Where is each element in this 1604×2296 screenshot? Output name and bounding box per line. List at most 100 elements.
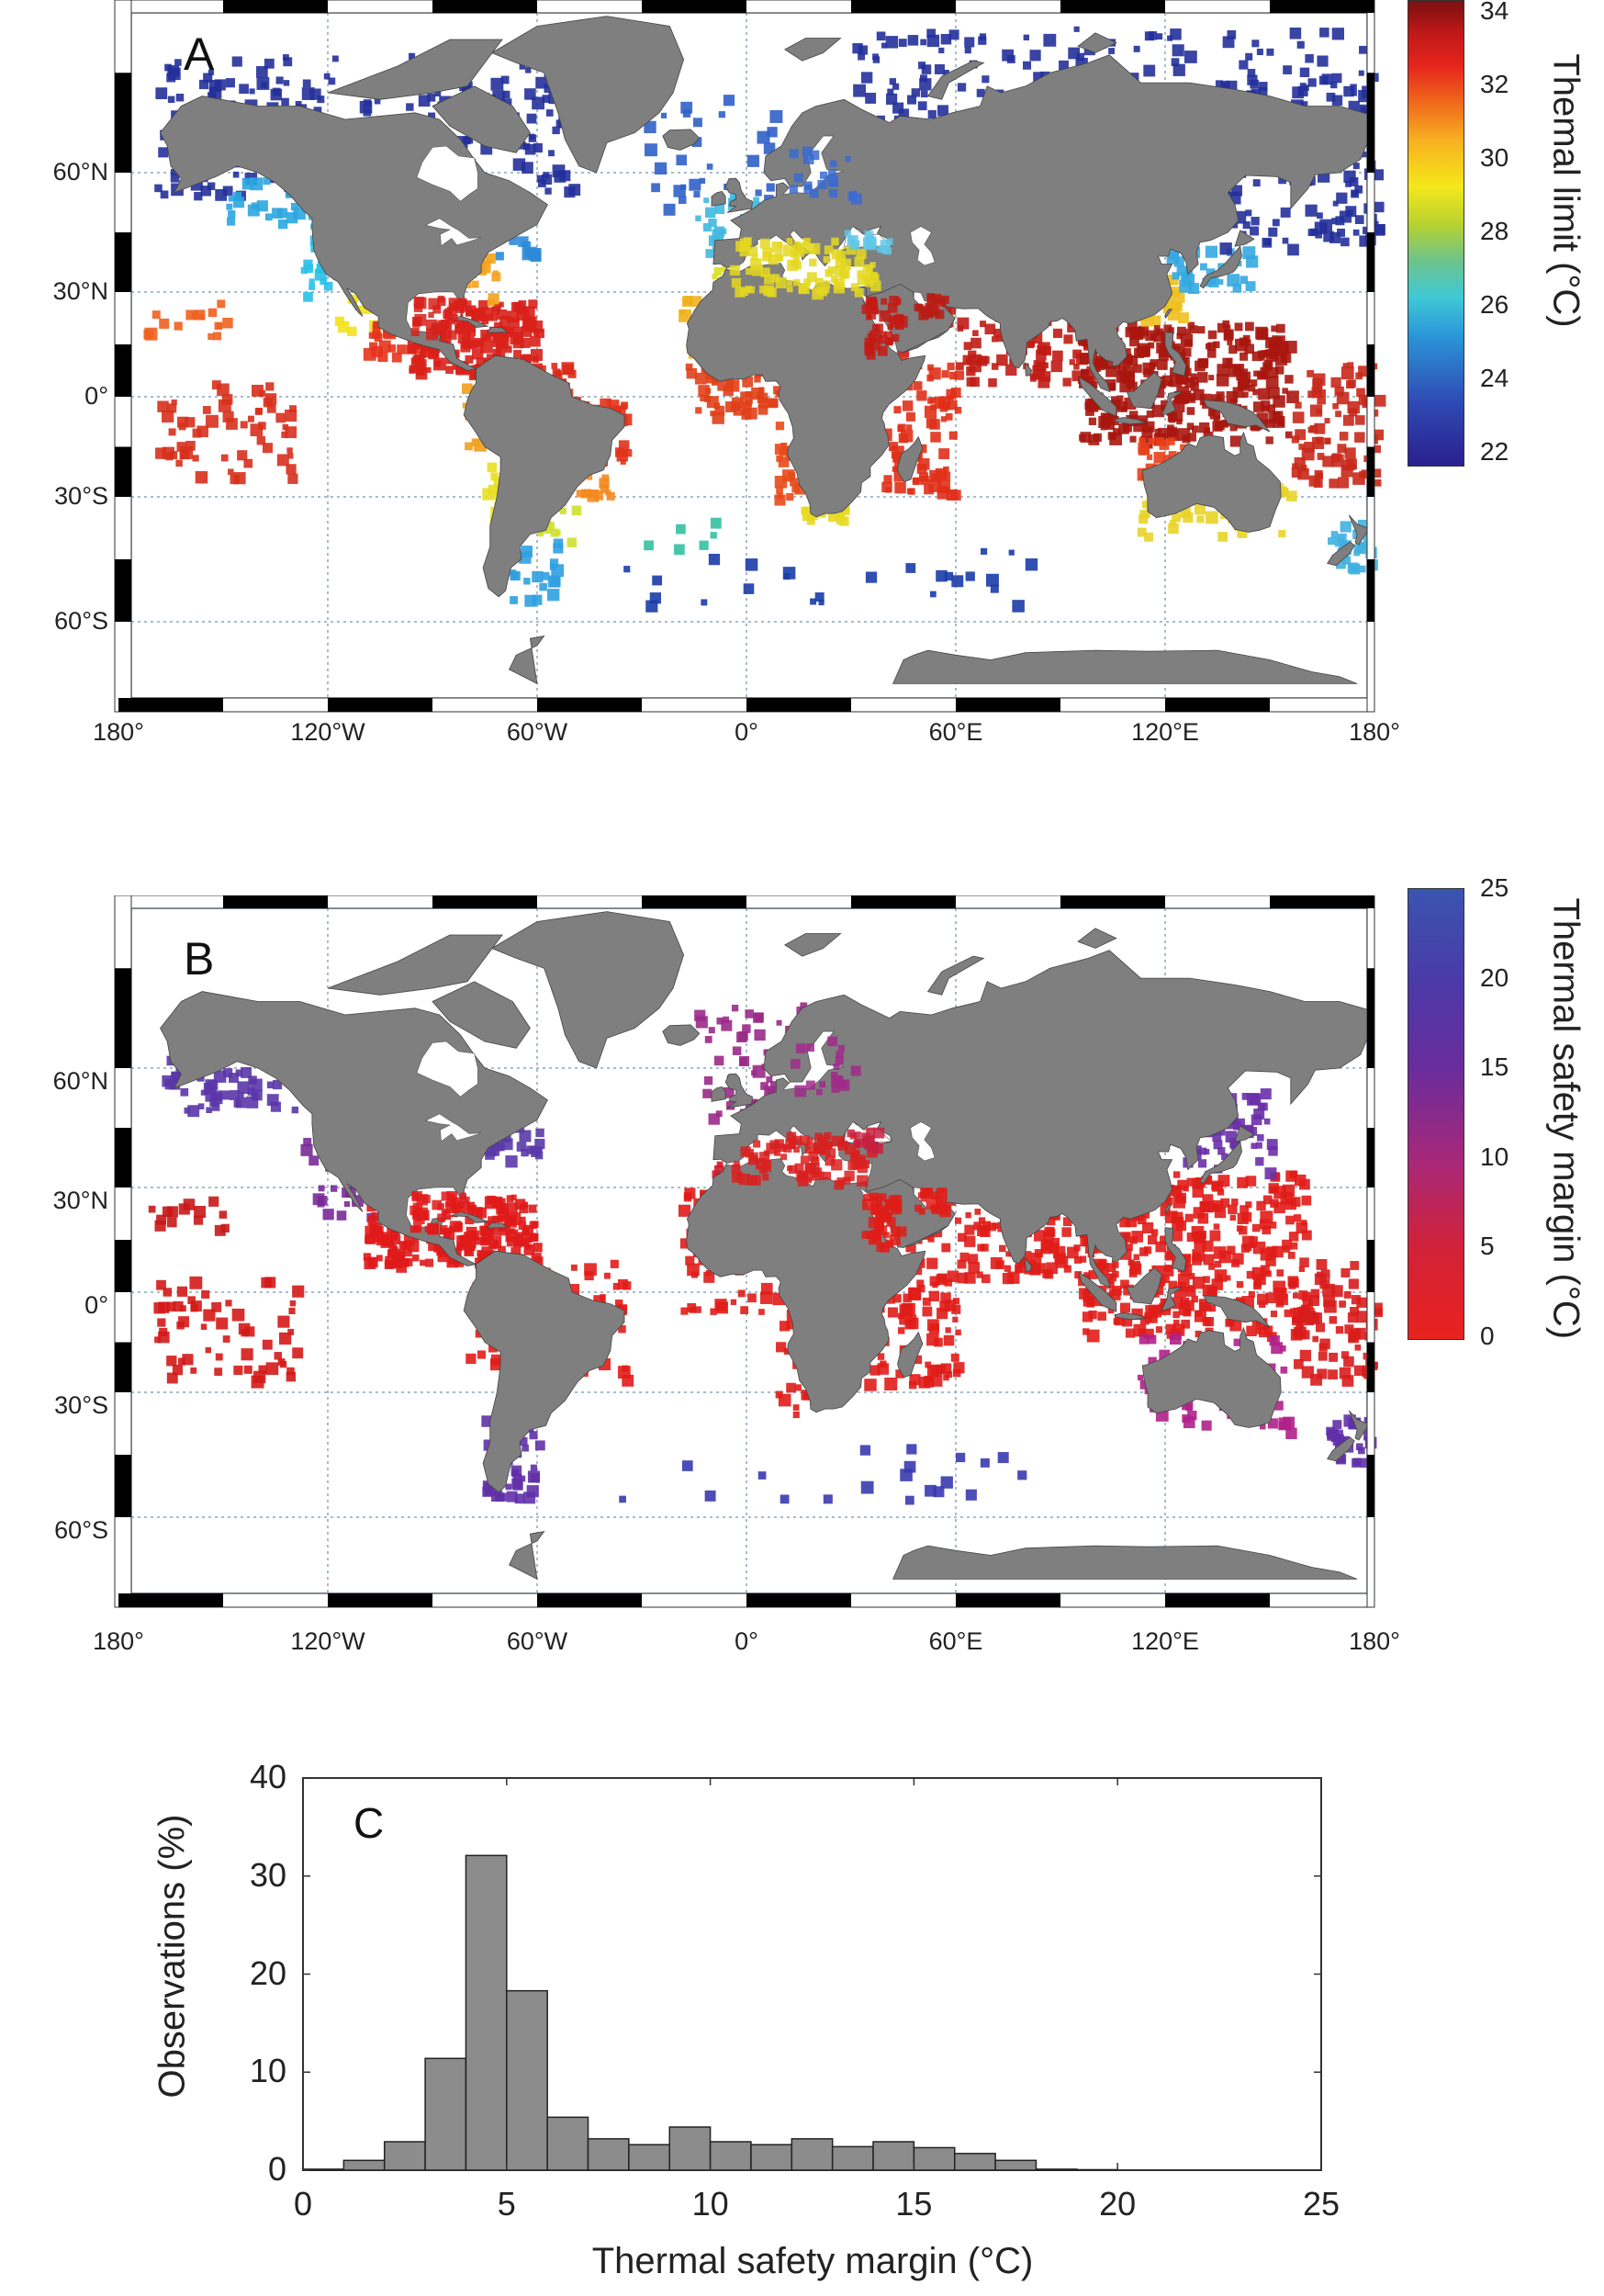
histogram-bar [668, 2126, 712, 2171]
continent-sumatra [1078, 376, 1117, 417]
histogram-bar [709, 2141, 752, 2171]
continent-greenland [490, 16, 685, 174]
continent-new-zealand-s [1327, 541, 1355, 567]
lon-tick-label: 60°W [506, 718, 568, 746]
continent-novaya-zemlya [926, 955, 985, 996]
water-hudson-bay [416, 1041, 478, 1097]
continent-japan [1199, 245, 1243, 289]
continent-new-zealand-n [1348, 514, 1370, 546]
panel-label-a: A [184, 28, 215, 80]
colorbar-b-tick-label: 25 [1480, 873, 1509, 902]
lat-tick-label: 60°S [54, 607, 108, 635]
continent-japan [1199, 1141, 1243, 1185]
continent-australia [1141, 1326, 1282, 1428]
continent-canada-islands [327, 934, 503, 996]
continent-taiwan [1164, 309, 1173, 320]
histogram-x-tick-label: 0 [293, 2185, 313, 2223]
continent-new-zealand-n [1348, 1410, 1370, 1441]
histogram-bar [1035, 2168, 1078, 2171]
histogram-x-axis-title: Thermal safety margin (°C) [591, 2241, 1034, 2281]
lat-tick-label: 0° [84, 382, 108, 410]
water-caspian [910, 226, 936, 266]
continent-sumatra [1078, 1271, 1117, 1312]
lon-tick-label: 180° [93, 718, 144, 746]
colorbar-b-tick-label: 10 [1480, 1142, 1509, 1171]
colorbar-b-tick-label: 5 [1480, 1232, 1495, 1261]
continent-hokkaido [1234, 1125, 1255, 1142]
lon-tick-label: 120°E [1131, 1627, 1199, 1655]
map-frame [114, 0, 1375, 713]
lat-tick-label: 30°N [52, 277, 108, 305]
lon-tick-label: 180° [1349, 1627, 1400, 1655]
histogram-x-tick-label: 5 [497, 2185, 516, 2223]
lon-tick-label: 120°W [290, 1627, 365, 1655]
panel-label-b: B [184, 933, 215, 985]
map-a-thermal-limit [114, 0, 1386, 713]
colorbar-a-tick-label: 24 [1480, 364, 1509, 392]
histogram-x-tick-label: 25 [1302, 2185, 1340, 2223]
histogram-x-tick-label: 10 [691, 2185, 729, 2223]
map-b-thermal-safety-margin [114, 895, 1383, 1608]
continent-canada-islands [327, 39, 503, 100]
histogram-bar [1076, 2168, 1118, 2171]
continent-svalbard [784, 933, 842, 957]
continent-uk [724, 177, 753, 213]
water-hudson-bay [416, 145, 478, 202]
continent-svalbard [784, 38, 842, 62]
histogram-bar [424, 2057, 467, 2171]
lon-tick-label: 180° [93, 1627, 144, 1655]
histogram-y-tick-label: 20 [249, 1953, 286, 1992]
lon-tick-label: 60°E [928, 1627, 983, 1655]
colorbar-a-tick-label: 26 [1480, 290, 1509, 319]
histogram-y-axis-title: Observations (%) [151, 1814, 193, 2099]
histogram-bar [791, 2138, 834, 2171]
continent-taiwan [1164, 1204, 1173, 1215]
histogram-x-tick-label: 15 [895, 2185, 933, 2223]
continent-sulawesi [1161, 1286, 1183, 1311]
lon-tick-label: 0° [735, 718, 758, 746]
histogram-y-tick-label: 30 [249, 1855, 286, 1894]
continent-south-america [463, 1250, 625, 1493]
lat-tick-label: 0° [84, 1291, 108, 1319]
continent-uk [724, 1073, 753, 1109]
continent-novaya-zemlya [926, 60, 985, 100]
histogram-bar [587, 2138, 630, 2171]
continent-philippines [1164, 1227, 1187, 1272]
continent-severnaya [1077, 928, 1117, 949]
histogram-bar [546, 2116, 589, 2171]
continent-borneo [1126, 1266, 1162, 1305]
histogram-bar [831, 2145, 874, 2171]
continent-hispaniola [486, 326, 509, 333]
colorbar-a [1408, 0, 1464, 467]
continent-new-guinea [1203, 1295, 1271, 1328]
continent-new-guinea [1203, 400, 1271, 433]
continent-ireland [711, 1086, 726, 1102]
lon-tick-label: 0° [735, 1627, 758, 1655]
continent-south-america [463, 355, 625, 598]
colorbar-b-tick-label: 0 [1480, 1322, 1495, 1350]
lat-tick-label: 30°S [54, 1391, 108, 1419]
water-great-lakes [424, 1113, 482, 1142]
lat-tick-label: 30°S [54, 482, 108, 510]
lon-tick-label: 120°W [290, 718, 365, 746]
map-frame [114, 895, 1375, 1608]
lat-tick-label: 60°N [52, 158, 108, 186]
lon-tick-label: 180° [1349, 718, 1400, 746]
histogram-bar [913, 2146, 956, 2171]
continent-sri-lanka [1024, 1256, 1033, 1272]
lon-tick-label: 60°W [506, 1627, 568, 1655]
colorbar-a-tick-label: 34 [1480, 0, 1509, 25]
histogram-y-tick-label: 0 [267, 2150, 286, 2188]
continent-sulawesi [1161, 390, 1183, 416]
colorbar-a-tick-label: 28 [1480, 217, 1509, 245]
lon-tick-label: 60°E [928, 718, 983, 746]
continent-iceland [662, 129, 701, 151]
lat-tick-label: 60°S [54, 1516, 108, 1544]
histogram-y-tick-label: 40 [249, 1758, 286, 1795]
continent-java [1114, 1312, 1147, 1321]
histogram-bar [872, 2141, 915, 2171]
colorbar-b-tick-label: 20 [1480, 962, 1509, 992]
colorbar-b-tick-label: 15 [1480, 1052, 1509, 1082]
histogram-bar [383, 2141, 426, 2171]
